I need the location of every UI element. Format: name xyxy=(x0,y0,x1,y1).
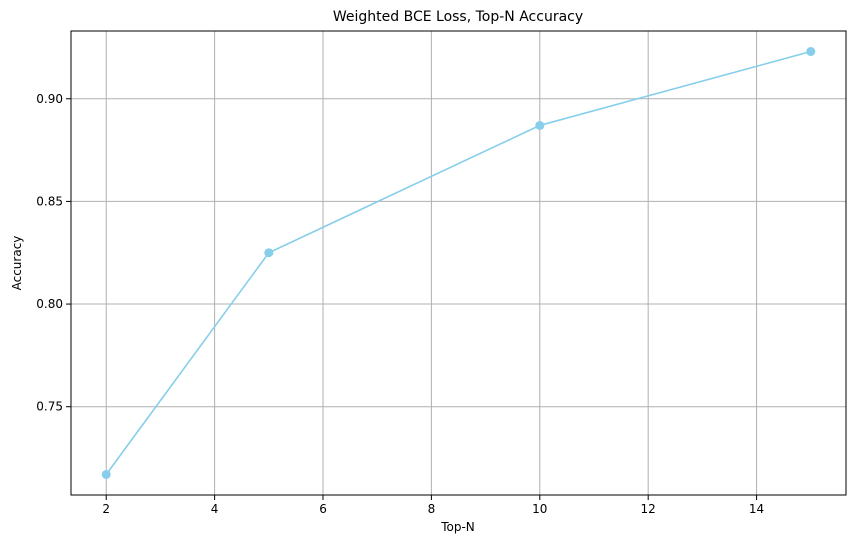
x-tick-label: 14 xyxy=(749,502,764,516)
series-layer xyxy=(101,47,816,479)
data-point xyxy=(101,469,111,479)
x-axis-label: Top-N xyxy=(440,520,475,534)
y-tick-label: 0.80 xyxy=(36,297,63,311)
series-line xyxy=(105,50,811,475)
y-tick-label: 0.90 xyxy=(36,92,63,106)
x-tick-label: 8 xyxy=(428,502,436,516)
x-tick-label: 2 xyxy=(102,502,110,516)
y-tick-label: 0.85 xyxy=(36,194,63,208)
data-point xyxy=(535,120,545,130)
chart-title: Weighted BCE Loss, Top-N Accuracy xyxy=(333,9,583,25)
x-tick-label: 12 xyxy=(641,502,656,516)
x-axis: 2 4 6 8 10 12 14 xyxy=(102,495,764,516)
grid xyxy=(71,31,846,495)
x-tick-label: 4 xyxy=(211,502,219,516)
y-axis: 0.75 0.80 0.85 0.90 xyxy=(36,92,71,414)
plot-frame xyxy=(70,30,847,496)
data-point xyxy=(806,47,816,57)
x-tick-label: 10 xyxy=(532,502,547,516)
y-axis-label: Accuracy xyxy=(10,236,24,291)
y-tick-label: 0.75 xyxy=(36,400,63,414)
x-tick-label: 6 xyxy=(319,502,327,516)
data-point xyxy=(264,248,274,258)
